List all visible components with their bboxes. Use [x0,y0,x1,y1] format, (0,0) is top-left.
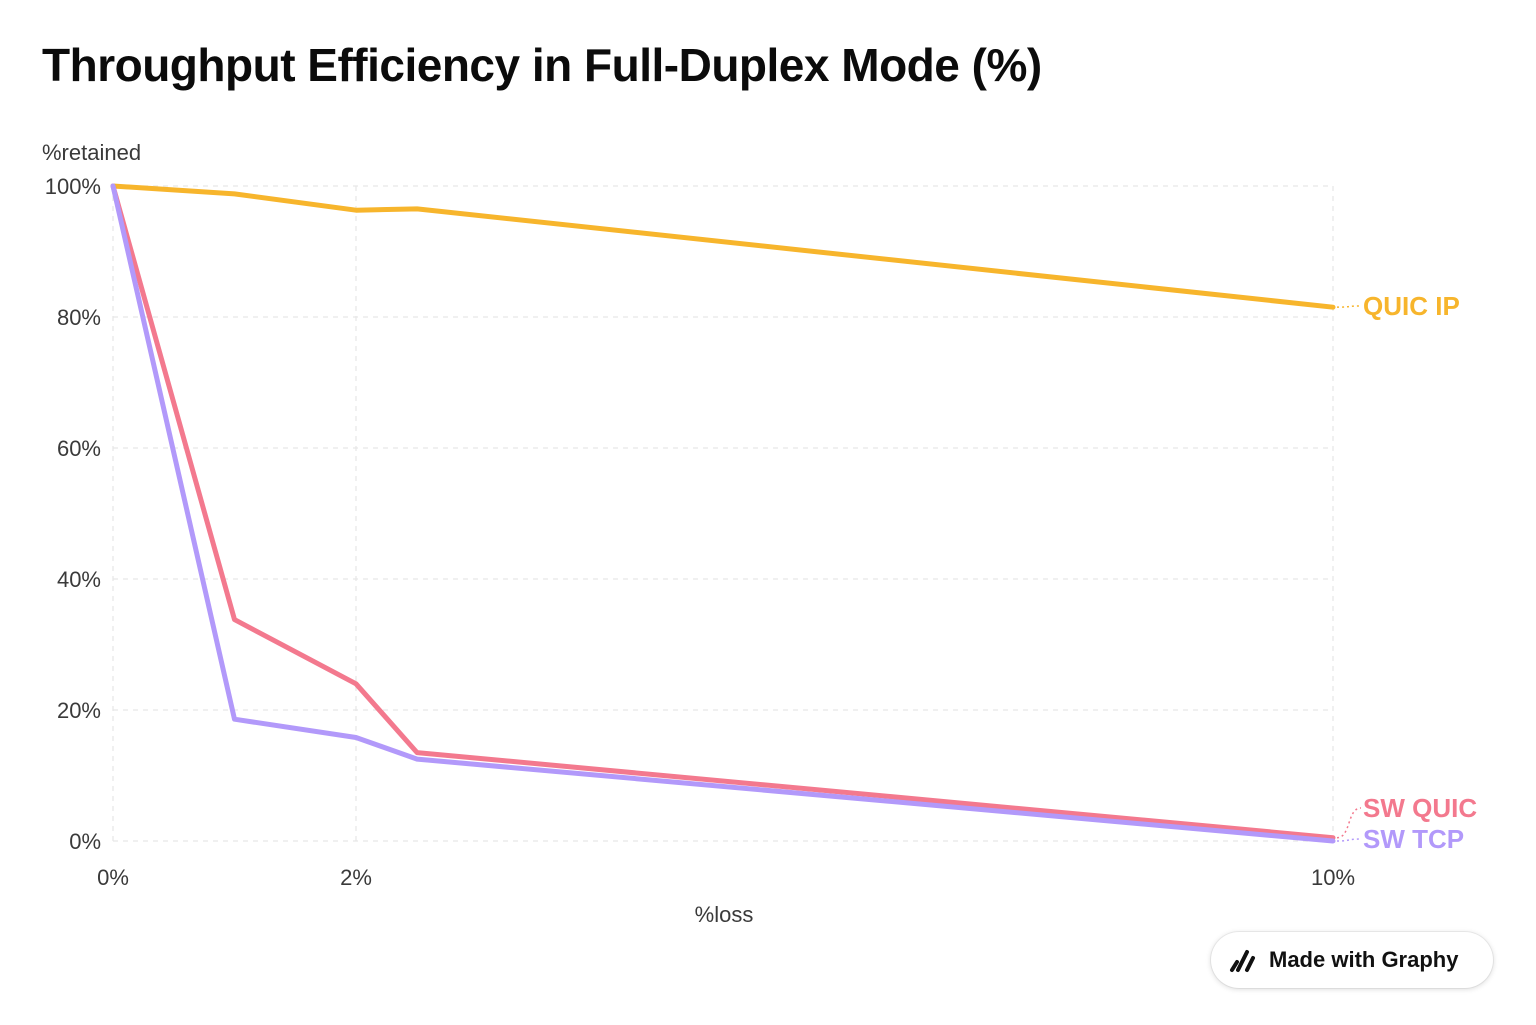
made-with-graphy-badge[interactable]: Made with Graphy [1211,932,1493,988]
axis-ticks: 0% 20% 40% 60% 80% 100% 0% 2% 10% [45,174,1355,890]
y-tick-label: 20% [57,698,101,723]
series-label: SW QUIC [1363,793,1477,823]
y-tick-label: 60% [57,436,101,461]
series-label-connector [1336,305,1362,308]
x-axis-label: %loss [695,902,754,927]
series-label: SW TCP [1363,824,1464,854]
series-line [110,183,1336,310]
badge-label: Made with Graphy [1269,947,1459,972]
y-axis-label: %retained [42,140,141,165]
series-label: QUIC IP [1363,291,1460,321]
x-tick-label: 0% [97,865,129,890]
y-tick-label: 100% [45,174,101,199]
y-tick-label: 0% [69,829,101,854]
graphy-logo-icon [1230,950,1255,972]
series [110,183,1336,844]
x-tick-label: 10% [1311,865,1355,890]
series-line [110,183,1336,844]
grid [112,185,1334,842]
chart-title: Throughput Efficiency in Full-Duplex Mod… [42,39,1042,91]
y-tick-label: 80% [57,305,101,330]
x-tick-label: 2% [340,865,372,890]
series-label-connector [1336,807,1362,839]
series-line [110,183,1336,841]
y-tick-label: 40% [57,567,101,592]
series-label-connector [1336,838,1362,842]
